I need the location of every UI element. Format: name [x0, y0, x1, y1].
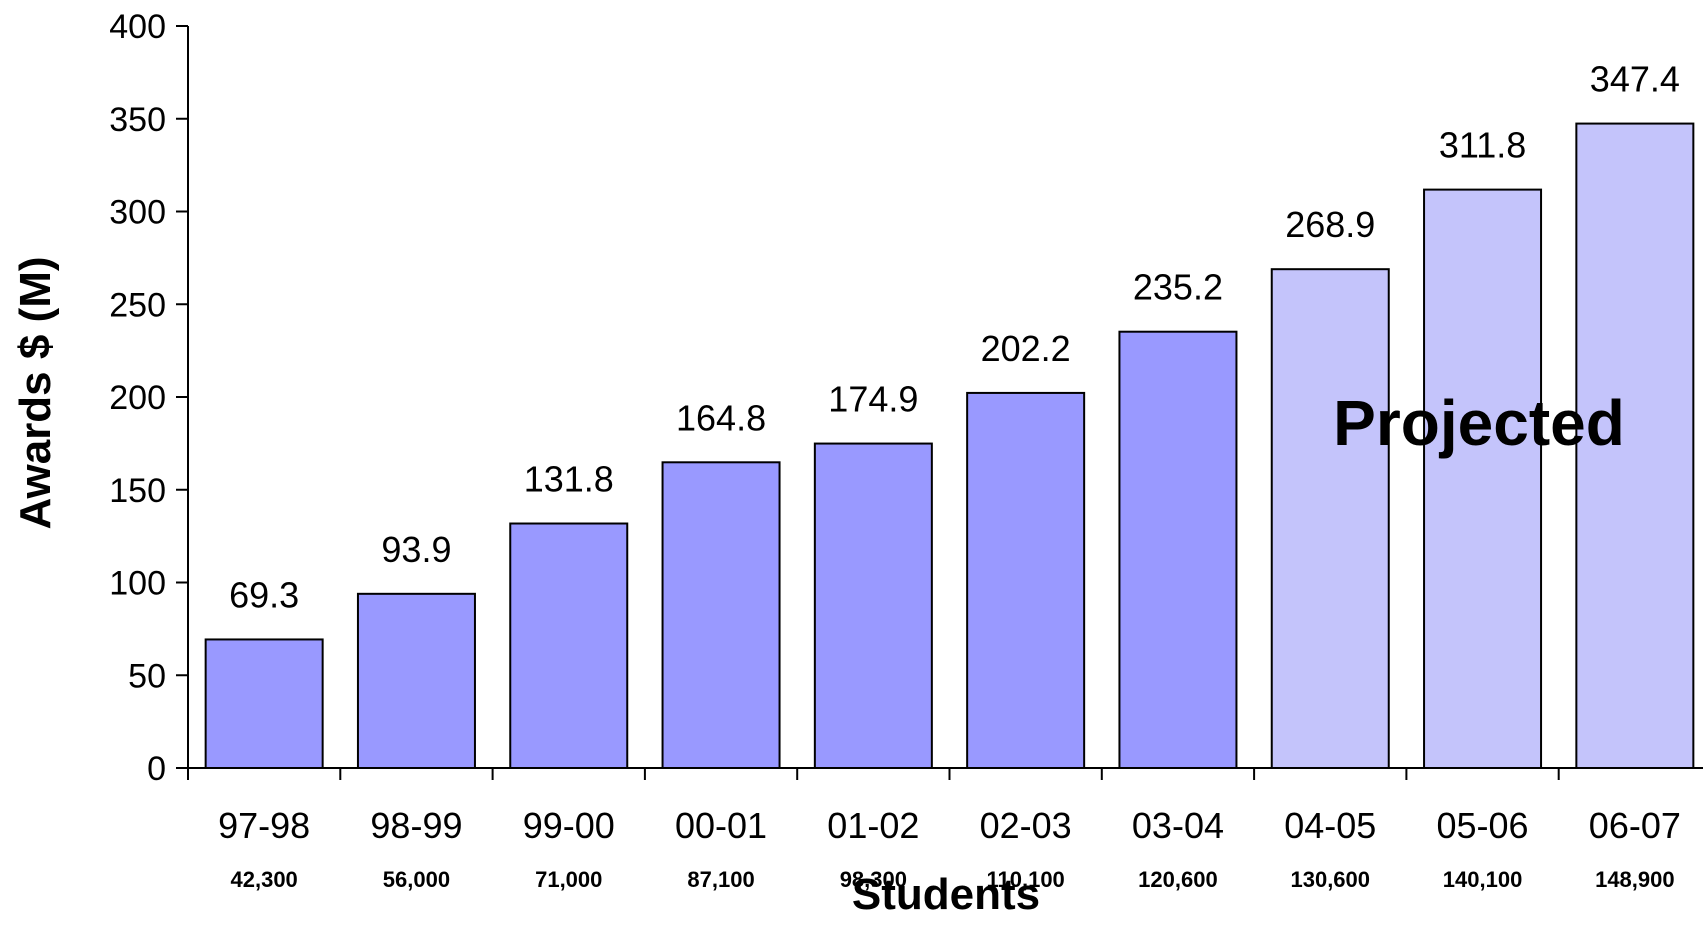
y-tick-label: 300: [109, 194, 166, 232]
x-category-label: 06-07: [1589, 805, 1681, 846]
student-count-label: 98,300: [840, 867, 907, 892]
student-count-label: 42,300: [231, 867, 298, 892]
bar-06-07: [1575, 122, 1695, 769]
bar-value-label: 69.3: [229, 574, 299, 615]
projected-annotation: Projected: [1333, 387, 1625, 459]
bar-04-05: [1270, 268, 1390, 769]
bar-02-03: [966, 391, 1086, 769]
x-category-label: 01-02: [827, 805, 919, 846]
student-count-label: 140,100: [1443, 867, 1523, 892]
x-category-label: 97-98: [218, 805, 310, 846]
y-tick-label: 0: [147, 750, 166, 788]
x-category-label: 04-05: [1284, 805, 1376, 846]
bar-97-98: [204, 638, 324, 769]
y-tick-label: 350: [109, 101, 166, 139]
y-tick-label: 400: [109, 8, 166, 46]
bar-05-06: [1423, 188, 1543, 769]
bar-value-label: 164.8: [676, 397, 766, 438]
y-tick-label: 150: [109, 472, 166, 510]
student-count-label: 56,000: [383, 867, 450, 892]
bar-01-02: [813, 442, 933, 769]
bar-value-label: 311.8: [1439, 125, 1526, 166]
bars-group: [204, 122, 1695, 769]
student-count-label: 71,000: [535, 867, 602, 892]
x-category-label: 00-01: [675, 805, 767, 846]
student-count-label: 120,600: [1138, 867, 1218, 892]
labels-group: 69.3 97-98 42,300 93.9 98-99 56,000 131.8 99-00…: [218, 59, 1681, 892]
bar-value-label: 268.9: [1285, 204, 1375, 245]
bar-00-01: [661, 461, 781, 769]
bar-value-label: 174.9: [828, 379, 918, 420]
x-category-label: 05-06: [1437, 805, 1529, 846]
y-tick-label: 250: [109, 286, 166, 324]
y-axis-title: Awards $ (M): [11, 256, 60, 529]
bar-value-label: 202.2: [981, 328, 1071, 369]
bar-98-99: [356, 592, 476, 769]
student-count-label: 87,100: [687, 867, 754, 892]
bar-value-label: 235.2: [1133, 267, 1223, 308]
y-tick-label: 200: [109, 379, 166, 417]
x-axis-title: Students: [852, 870, 1040, 919]
y-tick-label: 100: [109, 565, 166, 603]
student-count-label: 110,100: [986, 867, 1064, 892]
bar-value-label: 93.9: [381, 529, 451, 570]
student-count-label: 148,900: [1595, 867, 1675, 892]
x-category-label: 98-99: [370, 805, 462, 846]
x-category-label: 03-04: [1132, 805, 1224, 846]
y-tick-label: 50: [128, 657, 166, 695]
bar-99-00: [509, 522, 629, 769]
x-category-label: 02-03: [980, 805, 1072, 846]
bar-value-label: 347.4: [1590, 59, 1680, 100]
bar-03-04: [1118, 330, 1238, 769]
student-count-label: 130,600: [1290, 867, 1370, 892]
bar-value-label: 131.8: [524, 459, 614, 500]
x-category-label: 99-00: [523, 805, 615, 846]
